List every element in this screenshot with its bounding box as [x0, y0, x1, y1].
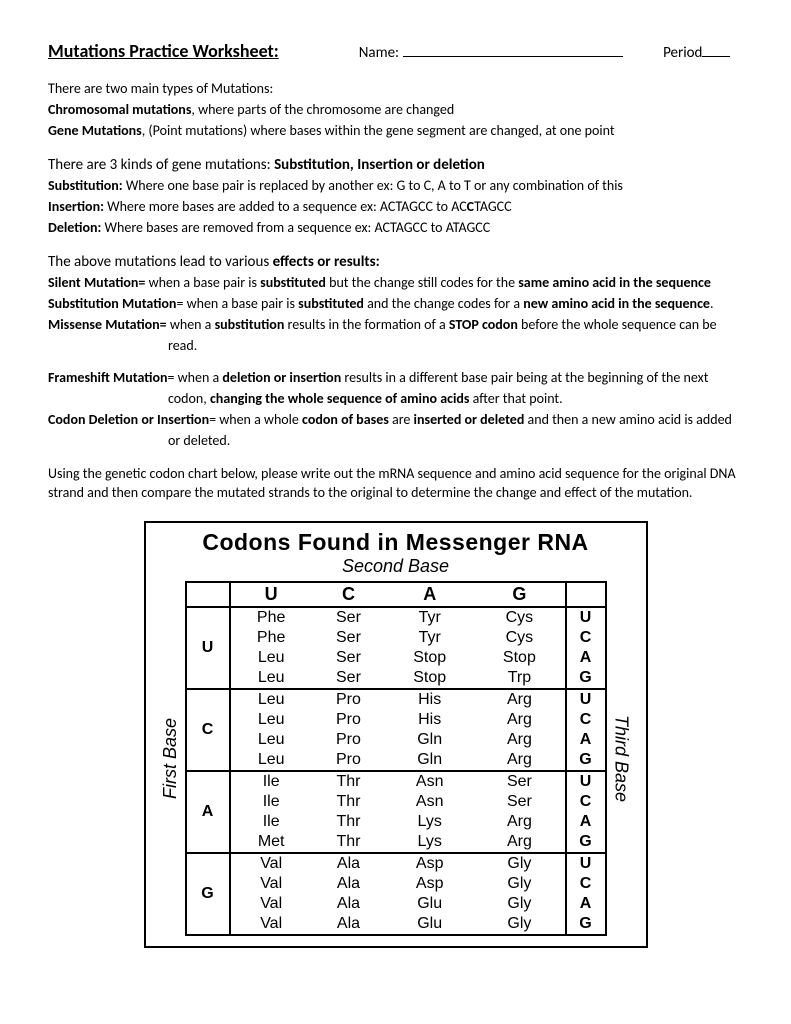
third-base-label: Third Base — [607, 715, 636, 802]
name-input-line[interactable] — [403, 42, 623, 57]
insertion-def: Insertion: Where more bases are added to… — [48, 198, 743, 217]
codon-chart-title: Codons Found in Messenger RNA — [156, 529, 636, 556]
missense-def-line2: read. — [48, 337, 743, 356]
name-label: Name: — [359, 44, 399, 62]
deletion-def: Deletion: Where bases are removed from a… — [48, 219, 743, 238]
effects-heading: The above mutations lead to various effe… — [48, 252, 743, 272]
kinds-heading: There are 3 kinds of gene mutations: Sub… — [48, 155, 743, 175]
intro-line: There are two main types of Mutations: — [48, 80, 743, 99]
frameshift-def-line2: codon, changing the whole sequence of am… — [48, 390, 743, 409]
codon-del-ins-line1: Codon Deletion or Insertion= when a whol… — [48, 411, 743, 430]
chromosomal-line: Chromosomal mutations, where parts of th… — [48, 101, 743, 120]
codon-chart: Codons Found in Messenger RNA Second Bas… — [144, 521, 648, 948]
worksheet-header: Mutations Practice Worksheet: Name: Peri… — [48, 40, 743, 62]
first-base-label: First Base — [156, 718, 185, 799]
frameshift-def-line1: Frameshift Mutation= when a deletion or … — [48, 369, 743, 388]
gene-bold: Gene Mutations — [48, 122, 142, 139]
codon-table: UCAGUPheSerTyrCysUPheSerTyrCysCLeuSerSto… — [185, 581, 607, 936]
period-label: Period — [663, 44, 702, 62]
worksheet-title: Mutations Practice Worksheet: — [48, 40, 279, 62]
substitution-def: Substitution: Where one base pair is rep… — [48, 177, 743, 196]
missense-def-line1: Missense Mutation= when a substitution r… — [48, 316, 743, 335]
gene-line: Gene Mutations, (Point mutations) where … — [48, 122, 743, 141]
substitution-mutation-def: Substitution Mutation= when a base pair … — [48, 295, 743, 314]
period-input-line[interactable] — [702, 42, 730, 57]
chromosomal-bold: Chromosomal mutations — [48, 101, 191, 118]
silent-def: Silent Mutation= when a base pair is sub… — [48, 274, 743, 293]
instructions: Using the genetic codon chart below, ple… — [48, 465, 743, 503]
codon-chart-subtitle: Second Base — [156, 556, 636, 577]
codon-del-ins-line2: or deleted. — [48, 432, 743, 451]
